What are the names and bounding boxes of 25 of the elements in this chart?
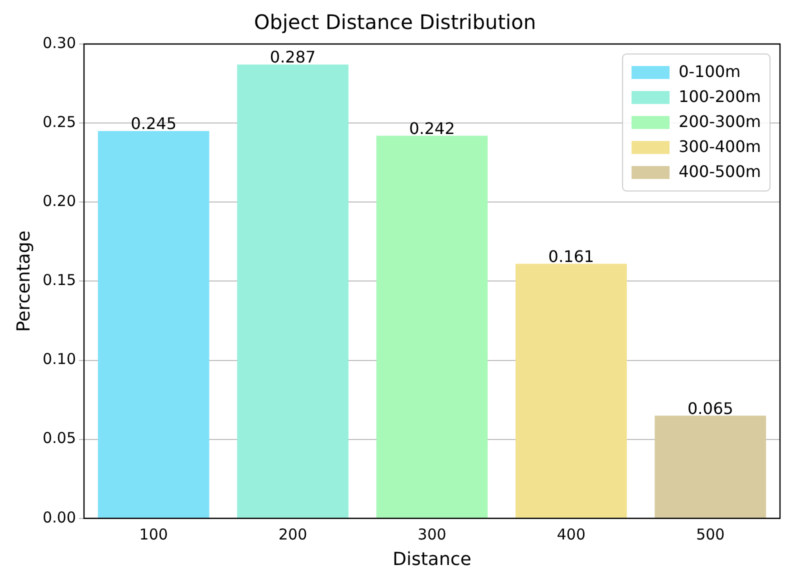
- x-tick-label: 100: [139, 525, 168, 544]
- legend-label: 0-100m: [678, 62, 741, 82]
- data-label: 0.245: [130, 114, 177, 134]
- data-label: 0.161: [548, 246, 594, 266]
- legend-label: 200-300m: [678, 112, 761, 132]
- x-axis-title: Distance: [392, 548, 472, 570]
- data-label: 0.287: [270, 48, 316, 67]
- legend-label: 300-400m: [678, 137, 761, 156]
- y-tick-label: 0.05: [42, 429, 76, 448]
- x-tick-label: 500: [696, 525, 725, 544]
- x-tick-label: 400: [556, 525, 586, 544]
- y-axis-title: Percentage: [13, 230, 34, 332]
- legend-label: 400-500m: [678, 162, 761, 182]
- data-label: 0.242: [409, 118, 455, 138]
- y-tick-label: 0.30: [42, 34, 76, 52]
- x-tick-label: 300: [418, 525, 446, 544]
- y-tick-label: 0.10: [42, 350, 76, 368]
- y-tick-label: 0.00: [42, 508, 76, 526]
- chart-title: Object Distance Distribution: [254, 10, 536, 34]
- y-tick-label: 0.15: [42, 271, 76, 290]
- y-tick-label: 0.25: [42, 112, 76, 131]
- y-tick-label: 0.20: [42, 192, 76, 210]
- legend-label: 100-200m: [678, 87, 761, 106]
- x-tick-label: 200: [278, 525, 308, 544]
- data-label: 0.065: [687, 398, 734, 418]
